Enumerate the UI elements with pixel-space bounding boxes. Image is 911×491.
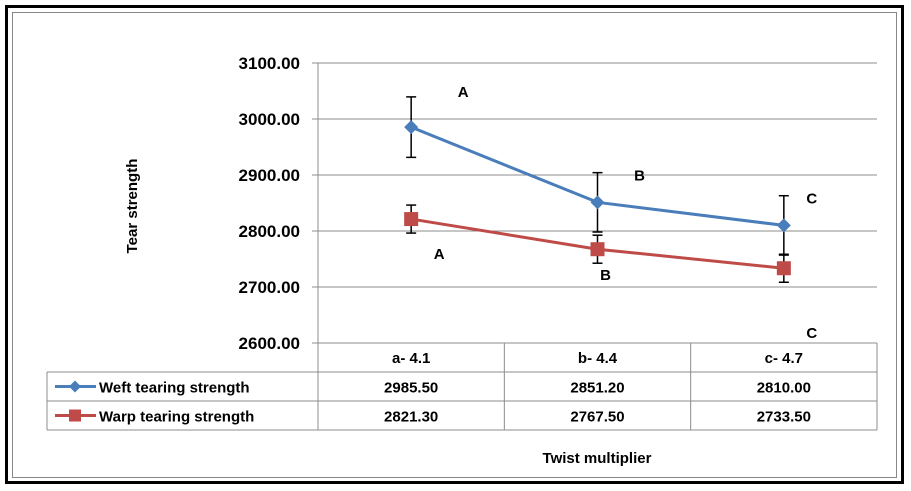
x-tick-label: a- 4.1 bbox=[392, 350, 430, 367]
y-axis-title: Tear strength bbox=[124, 159, 141, 254]
significance-letters: A B C A B C bbox=[434, 84, 818, 342]
data-table-cell: 2851.20 bbox=[570, 380, 624, 397]
y-tick-label: 2800.00 bbox=[239, 222, 300, 241]
data-point bbox=[776, 261, 791, 276]
chart-area-border bbox=[12, 12, 897, 478]
data-table-cell: 2810.00 bbox=[757, 380, 811, 397]
y-tick-label: 2700.00 bbox=[239, 278, 300, 297]
series-markers bbox=[404, 120, 791, 276]
significance-letter: C bbox=[806, 325, 817, 342]
significance-letter: A bbox=[458, 84, 469, 101]
y-tick-labels: 2600.00 2700.00 2800.00 2900.00 3000.00 3100.… bbox=[239, 54, 300, 353]
data-point bbox=[590, 195, 605, 210]
significance-letter: C bbox=[806, 190, 817, 207]
y-tick-label: 3100.00 bbox=[239, 54, 300, 73]
data-table-cell: 2733.50 bbox=[757, 409, 811, 426]
y-tick-label: 2600.00 bbox=[239, 334, 300, 353]
data-table: a- 4.1 b- 4.4 c- 4.7 Weft tearing strength 2… bbox=[46, 342, 878, 431]
legend-label: Weft tearing strength bbox=[99, 380, 250, 397]
significance-letter: B bbox=[600, 267, 611, 284]
x-tick-label: c- 4.7 bbox=[765, 350, 803, 367]
legend-key-marker bbox=[69, 380, 81, 393]
significance-letter: B bbox=[634, 167, 645, 184]
legend-key-marker bbox=[69, 409, 81, 422]
y-tick-label: 2900.00 bbox=[239, 166, 300, 185]
data-table-cell: 2821.30 bbox=[384, 409, 438, 426]
data-point bbox=[590, 242, 605, 257]
data-table-cell: 2985.50 bbox=[384, 380, 438, 397]
significance-letter: A bbox=[434, 246, 445, 263]
y-tick-label: 3000.00 bbox=[239, 110, 300, 129]
data-point bbox=[404, 212, 419, 227]
legend-label: Warp tearing strength bbox=[99, 409, 254, 426]
x-axis-title: Twist multiplier bbox=[543, 450, 652, 467]
outer-frame bbox=[5, 5, 904, 484]
data-point bbox=[776, 218, 791, 233]
data-point bbox=[404, 120, 419, 135]
x-tick-label: b- 4.4 bbox=[578, 350, 618, 367]
data-table-cell: 2767.50 bbox=[570, 409, 624, 426]
